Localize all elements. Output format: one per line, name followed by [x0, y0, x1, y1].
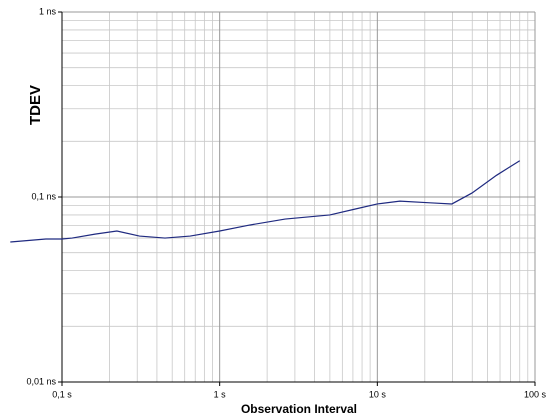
y-tick-label: 0,1 ns [31, 191, 56, 201]
y-axis-title: TDEV [27, 85, 44, 125]
x-tick-label: 1 s [214, 389, 227, 399]
y-tick-label: 1 ns [39, 6, 57, 16]
data-line [10, 160, 521, 243]
x-tick-label: 10 s [369, 389, 387, 399]
x-axis-title: Observation Interval [241, 402, 357, 416]
x-tick-label: 100 s [524, 389, 547, 399]
x-tick-label: 0,1 s [52, 389, 72, 399]
y-tick-label: 0,01 ns [26, 376, 56, 386]
